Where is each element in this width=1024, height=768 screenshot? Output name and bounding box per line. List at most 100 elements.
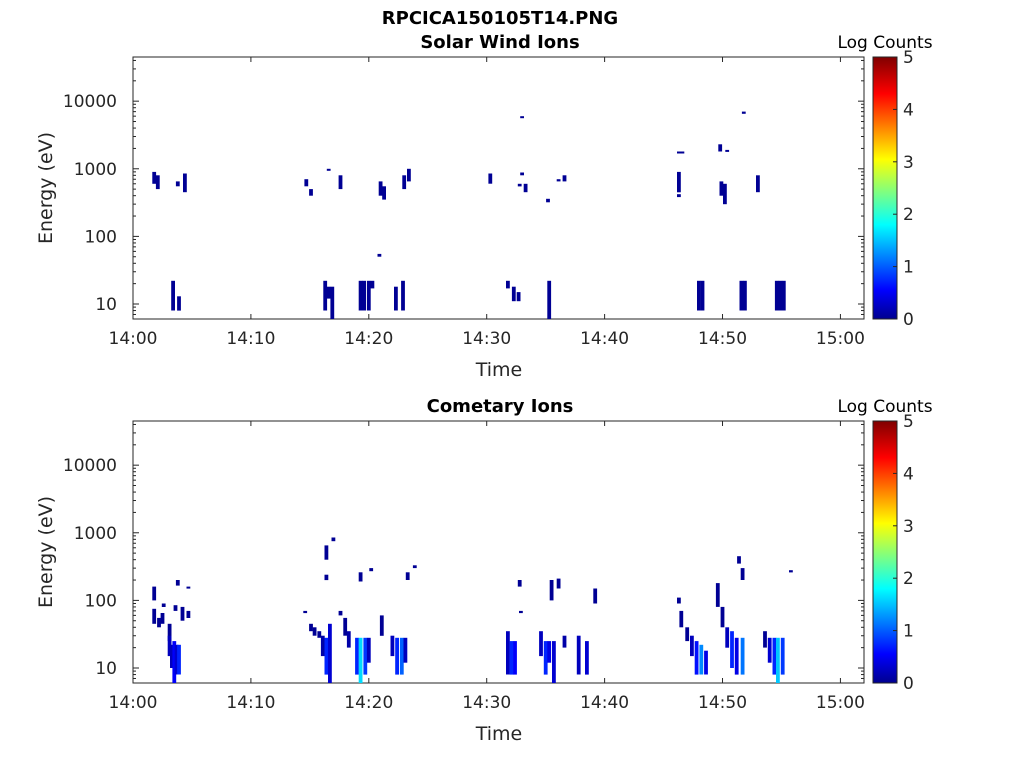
- data-cell: [370, 280, 375, 289]
- data-cell: [679, 610, 684, 628]
- data-cell: [186, 586, 191, 589]
- colorbar: [872, 56, 898, 320]
- data-cell: [562, 175, 567, 182]
- data-cell: [399, 637, 404, 675]
- data-cell: [312, 627, 317, 636]
- data-cell: [405, 572, 410, 580]
- data-cell: [326, 286, 331, 299]
- data-cell: [776, 637, 780, 683]
- data-cell: [366, 280, 371, 311]
- data-cell: [734, 637, 739, 675]
- data-cell: [520, 172, 524, 176]
- data-cell: [320, 635, 325, 657]
- data-cell: [778, 280, 783, 311]
- data-cell: [576, 635, 581, 675]
- figure-suptitle: RPCICA150105T14.PNG: [382, 8, 618, 29]
- x-tick-label: 14:40: [580, 693, 629, 713]
- data-cell: [395, 637, 399, 675]
- data-cell: [513, 641, 517, 675]
- colorbar-tick-label: 3: [903, 153, 914, 173]
- plot-area: [132, 420, 865, 684]
- x-tick-label: 14:00: [109, 329, 158, 349]
- data-cell: [363, 637, 368, 675]
- data-cell: [725, 627, 730, 648]
- data-cell: [338, 610, 343, 616]
- x-tick-label: 14:20: [344, 329, 393, 349]
- data-cell: [718, 144, 723, 152]
- data-cell: [516, 292, 521, 302]
- y-tick-label: 10: [95, 659, 117, 679]
- data-cell: [167, 635, 172, 657]
- panel-1: 14:00 14:10 14:20 14:30 14:40 14:50 15:0010100…: [35, 32, 933, 381]
- colorbar-tick-label: 2: [903, 205, 914, 225]
- data-cell: [324, 574, 329, 581]
- data-cell: [723, 183, 727, 205]
- x-tick-label: 14:20: [344, 693, 393, 713]
- data-cell: [358, 572, 363, 582]
- data-cell: [740, 637, 745, 675]
- colorbar-tick-label: 1: [903, 258, 914, 278]
- data-cell: [585, 641, 589, 675]
- data-cell: [183, 173, 187, 193]
- data-cell: [789, 570, 793, 573]
- data-cell: [369, 568, 374, 572]
- x-tick-label: 14:30: [462, 693, 511, 713]
- data-cell: [362, 280, 366, 311]
- x-tick-label: 15:00: [816, 329, 865, 349]
- colorbar-tick-label: 5: [903, 412, 914, 432]
- data-cell: [549, 580, 554, 601]
- data-cell: [390, 635, 395, 657]
- data-cell: [177, 296, 181, 311]
- data-cell: [780, 637, 785, 675]
- data-cell: [781, 280, 786, 311]
- data-cell: [556, 578, 561, 589]
- x-tick-label: 14:50: [698, 693, 747, 713]
- data-cell: [303, 610, 308, 614]
- data-cell: [402, 175, 407, 190]
- data-cell: [328, 623, 332, 683]
- data-cell: [763, 631, 767, 648]
- data-cell: [546, 198, 550, 203]
- data-cell: [401, 280, 405, 311]
- data-cell: [160, 613, 165, 624]
- y-axis-label: Energy (eV): [35, 132, 57, 244]
- data-cell: [739, 280, 744, 311]
- data-cell: [552, 641, 556, 683]
- data-cell: [379, 615, 384, 636]
- data-cell: [509, 641, 514, 675]
- data-cell: [382, 186, 386, 200]
- data-cell: [720, 606, 725, 628]
- data-cell: [743, 280, 747, 311]
- data-cell: [680, 151, 685, 154]
- data-cell: [715, 583, 720, 607]
- data-cell: [740, 568, 745, 580]
- data-cell: [725, 149, 730, 152]
- x-axis-label: Time: [475, 723, 523, 745]
- data-cell: [506, 280, 510, 289]
- data-cell: [180, 606, 185, 621]
- data-cell: [523, 183, 528, 193]
- data-cell: [685, 627, 690, 642]
- colorbar-tick-label: 4: [903, 464, 914, 484]
- data-cell: [152, 586, 157, 601]
- data-cell: [175, 181, 180, 187]
- data-cell: [543, 641, 548, 675]
- y-tick-label: 1000: [74, 160, 117, 180]
- data-cell: [304, 179, 309, 187]
- data-cell: [412, 565, 417, 569]
- data-cell: [677, 151, 681, 154]
- data-cell: [171, 280, 175, 311]
- data-cell: [719, 181, 724, 196]
- data-cell: [517, 183, 522, 187]
- y-tick-label: 10: [95, 295, 117, 315]
- colorbar-tick-label: 2: [903, 569, 914, 589]
- data-cell: [378, 181, 383, 196]
- colorbar-tick-label: 3: [903, 517, 914, 537]
- data-cell: [157, 617, 161, 628]
- x-tick-label: 14:00: [109, 693, 158, 713]
- data-cell: [772, 637, 777, 675]
- data-cell: [677, 194, 681, 198]
- x-tick-label: 15:00: [816, 693, 865, 713]
- spectrogram-cells: [152, 537, 793, 683]
